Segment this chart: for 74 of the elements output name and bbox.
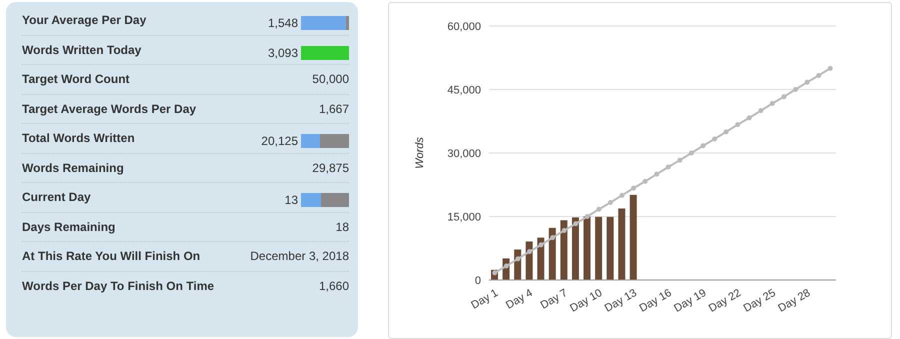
text: 3,093 <box>268 46 298 60</box>
bar <box>584 216 591 280</box>
point <box>573 221 578 226</box>
bar <box>560 220 568 280</box>
point <box>515 256 520 262</box>
category-label: Your Average Per Day <box>22 13 146 27</box>
category-label: Target Average Words Per Day <box>22 102 196 116</box>
point <box>631 186 636 191</box>
bar <box>595 216 602 280</box>
x-tick-label: Day 22 <box>706 286 744 315</box>
x-tick-label: Day 25 <box>742 286 778 315</box>
text: December 3, 2018 <box>250 249 349 263</box>
x-tick-label: Day 7 <box>538 286 570 312</box>
bar <box>630 194 637 280</box>
bar <box>618 208 626 280</box>
text: 1,660 <box>318 278 349 292</box>
bar <box>606 216 614 280</box>
text: 18 <box>336 220 349 234</box>
point <box>666 164 671 170</box>
point <box>781 94 786 100</box>
point <box>688 150 694 156</box>
point <box>584 214 590 219</box>
point <box>677 158 682 163</box>
text: 29,875 <box>312 160 349 174</box>
point <box>642 178 648 184</box>
x-tick-label: Day 1 <box>469 286 500 312</box>
bar <box>537 238 544 280</box>
text: 13 <box>284 193 298 207</box>
point <box>770 100 775 106</box>
y-axis-title: Words <box>414 136 426 169</box>
point <box>793 87 798 92</box>
x-tick-label: Day 19 <box>672 286 708 315</box>
point <box>620 192 625 198</box>
point <box>608 200 613 206</box>
text: 20,125 <box>261 134 298 148</box>
point <box>526 249 532 254</box>
point <box>735 122 740 128</box>
category-label: Current Day <box>22 190 91 204</box>
text: 1,667 <box>318 102 349 116</box>
bar <box>526 241 533 280</box>
point <box>804 80 810 85</box>
point <box>724 129 729 134</box>
point <box>828 66 833 71</box>
category-label: Days Remaining <box>22 220 116 234</box>
point <box>746 115 752 120</box>
point <box>550 235 556 240</box>
y-tick-label: 60,000 <box>447 20 481 33</box>
point <box>654 172 660 177</box>
point <box>562 228 567 233</box>
bar <box>572 217 579 280</box>
x-tick-label: Day 13 <box>602 286 639 315</box>
category-label: Words Remaining <box>22 160 124 174</box>
point <box>816 73 822 78</box>
category-label: Target Word Count <box>22 72 130 86</box>
category-label: Words Per Day To Finish On Time <box>22 278 214 292</box>
point <box>700 143 706 148</box>
text: 50,000 <box>312 72 349 86</box>
x-tick-label: Day 16 <box>638 286 674 315</box>
y-tick-label: 15,000 <box>447 211 481 224</box>
y-tick-label: 0 <box>474 274 481 287</box>
bar <box>548 228 556 280</box>
x-tick-label: Day 4 <box>504 286 535 312</box>
category-label: At This Rate You Will Finish On <box>22 249 200 263</box>
point <box>712 136 718 142</box>
point <box>538 242 544 248</box>
point <box>596 206 602 212</box>
x-tick-label: Day 28 <box>776 286 812 315</box>
category-label: Words Written Today <box>22 42 142 56</box>
y-tick-label: 45,000 <box>447 84 481 96</box>
category-label: Total Words Written <box>22 131 135 145</box>
x-tick-label: Day 10 <box>568 286 604 315</box>
point <box>758 108 764 114</box>
y-tick-label: 30,000 <box>447 148 481 160</box>
text: 1,548 <box>268 16 298 30</box>
